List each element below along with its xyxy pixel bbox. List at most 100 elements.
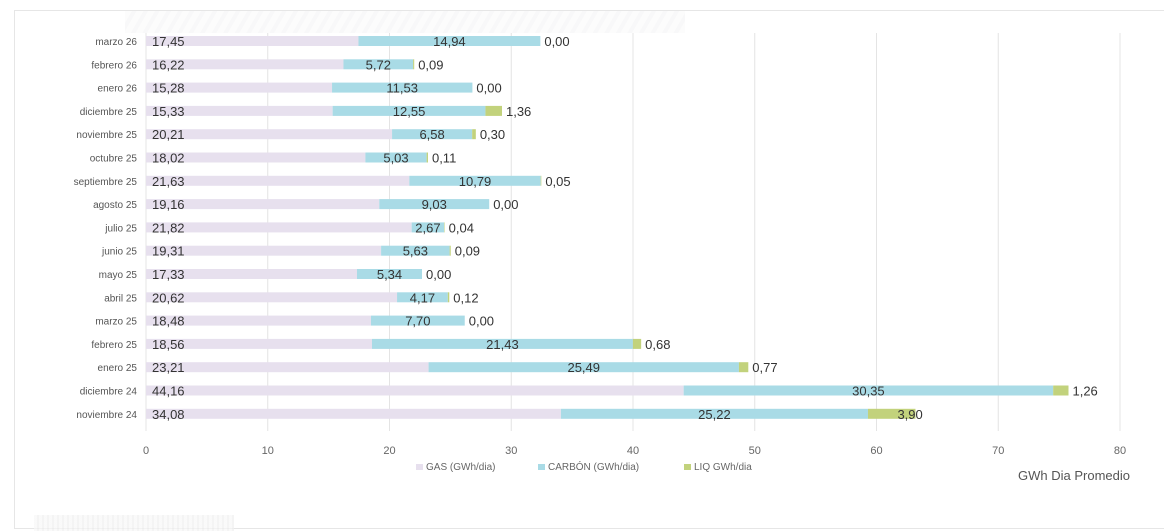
bar-segment (540, 175, 542, 186)
data-label: 1,36 (506, 104, 531, 119)
x-tick-label: 50 (749, 445, 761, 457)
bar-segment (632, 338, 642, 349)
bar-segment (146, 105, 333, 116)
data-label: 14,94 (433, 34, 466, 49)
bar-segment (472, 129, 476, 140)
category-label: mayo 25 (99, 270, 138, 281)
bar-segment (358, 36, 541, 46)
data-label: 19,31 (152, 244, 185, 259)
data-label: 0,00 (469, 314, 494, 329)
data-label: 0,68 (645, 337, 670, 352)
decorative-band-bottom (34, 515, 234, 531)
x-tick-label: 70 (992, 445, 1004, 457)
data-label: 15,33 (152, 104, 185, 119)
bar-segment (683, 385, 1054, 396)
bar-segment (146, 36, 359, 46)
bar-segment (426, 152, 428, 163)
legend-label: LIQ GWh/dia (694, 462, 752, 473)
category-label: junio 25 (101, 247, 137, 258)
data-label: 9,03 (422, 197, 447, 212)
data-label: 5,03 (383, 151, 408, 166)
bar-segment (146, 245, 382, 256)
category-labels: marzo 26 febrero 26 enero 26 diciembre 25 no… (74, 37, 138, 421)
data-label: 17,33 (152, 267, 185, 282)
data-label: 12,55 (393, 104, 426, 119)
bar-segment (146, 82, 333, 93)
data-label: 1,26 (1072, 384, 1097, 399)
data-label: 18,02 (152, 151, 185, 166)
bar-segment (428, 362, 739, 373)
bar-segment (146, 222, 412, 233)
data-label: 5,72 (366, 57, 391, 72)
data-label: 21,63 (152, 174, 185, 189)
data-label: 20,62 (152, 290, 185, 305)
bar-segment (146, 59, 344, 70)
category-label: agosto 25 (93, 200, 137, 211)
data-label: 19,16 (152, 197, 185, 212)
bar-segment (146, 362, 429, 373)
x-tick-label: 40 (627, 445, 639, 457)
legend-label: GAS (GWh/dia) (426, 462, 495, 473)
x-tick-label: 80 (1114, 445, 1126, 457)
x-axis-label: GWh Dia Promedio (1018, 468, 1130, 483)
category-label: marzo 26 (95, 37, 137, 48)
data-label: 0,09 (418, 57, 443, 72)
category-label: octubre 25 (90, 154, 138, 165)
bar-segment (332, 82, 473, 93)
legend-label: CARBÓN (GWh/dia) (548, 460, 639, 473)
category-label: enero 26 (98, 84, 138, 95)
data-label: 18,48 (152, 314, 185, 329)
bar-segment (332, 105, 486, 116)
category-label: febrero 26 (91, 60, 137, 71)
bar-segment (146, 269, 357, 279)
bar-segment (343, 59, 414, 70)
data-label: 25,22 (698, 407, 731, 422)
category-label: febrero 25 (91, 340, 137, 351)
decorative-band-top (125, 11, 685, 33)
x-tick-label: 0 (143, 445, 149, 457)
legend-swatch (684, 464, 691, 470)
x-tick-label: 60 (870, 445, 882, 457)
data-label: 3,90 (897, 407, 922, 422)
legend: GAS (GWh/dia) CARBÓN (GWh/dia) LIQ GWh/dia (416, 460, 752, 473)
bar-segment (560, 408, 868, 419)
data-label: 0,00 (544, 34, 569, 49)
data-label: 6,58 (419, 127, 444, 142)
category-label: julio 25 (104, 223, 137, 234)
data-label: 5,34 (377, 267, 402, 282)
x-tick-label: 10 (262, 445, 274, 457)
category-label: diciembre 25 (80, 107, 138, 118)
bar-segment (146, 385, 684, 396)
bar-segment (146, 175, 410, 186)
x-tick-labels: 0 10 20 30 40 50 60 70 80 (143, 445, 1126, 457)
data-label: 10,79 (459, 174, 492, 189)
category-label: marzo 25 (95, 317, 137, 328)
bar-segment (146, 338, 372, 349)
bar-segment (867, 408, 916, 419)
bar-segment (365, 152, 427, 163)
bar-segment (1053, 385, 1069, 396)
legend-swatch (416, 464, 423, 470)
bar-segment (449, 245, 451, 256)
legend-swatch (538, 464, 545, 470)
category-label: noviembre 24 (76, 410, 137, 421)
category-label: noviembre 25 (76, 130, 137, 141)
bar-segment (146, 315, 371, 326)
bar-segment (370, 315, 465, 326)
data-label: 0,00 (493, 197, 518, 212)
bar-segment (356, 269, 423, 279)
category-label: diciembre 24 (80, 387, 138, 398)
bar-segment (146, 199, 380, 210)
data-label: 21,82 (152, 220, 185, 235)
data-label: 0,00 (426, 267, 451, 282)
bar-segment (371, 338, 633, 349)
bar-segment (146, 408, 561, 419)
data-label: 5,63 (403, 244, 428, 259)
bar-segment (738, 362, 749, 373)
bar-segment (392, 129, 473, 140)
data-label: 0,05 (545, 174, 570, 189)
data-label: 11,53 (386, 81, 418, 96)
bar-segment (413, 59, 415, 70)
bar-segment (409, 175, 541, 186)
